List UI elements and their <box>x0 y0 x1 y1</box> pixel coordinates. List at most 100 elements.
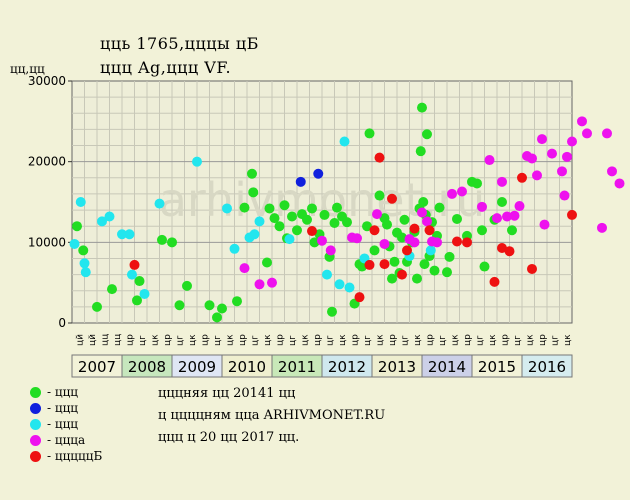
data-point-series-4 <box>422 216 432 227</box>
data-point-series-1 <box>412 273 422 284</box>
legend-dot-5 <box>30 450 41 462</box>
data-point-series-3 <box>80 267 91 278</box>
data-point-series-5 <box>354 292 365 303</box>
data-point-series-4 <box>547 148 557 159</box>
data-point-series-4 <box>527 153 537 164</box>
legend-dot-3 <box>30 418 41 430</box>
chart-subtitle: ццц Ag,ццц VF. <box>100 58 232 77</box>
data-point-series-5 <box>489 276 500 287</box>
data-point-series-1 <box>387 273 397 284</box>
data-point-series-1 <box>157 234 167 245</box>
data-point-series-4 <box>352 233 362 244</box>
y-tick-label: 30000 <box>28 74 66 88</box>
data-point-series-4 <box>559 190 570 201</box>
y-tick-label: 0 <box>58 316 66 330</box>
data-point-series-3 <box>254 216 265 227</box>
legend: - ццц - ццц - ццц - цццa - цццццБ <box>30 384 102 464</box>
data-point-series-1 <box>477 225 487 236</box>
data-point-series-4 <box>537 134 547 145</box>
data-point-series-1 <box>134 276 145 287</box>
data-point-series-5 <box>387 193 397 204</box>
data-point-series-1 <box>497 197 507 207</box>
data-point-series-5 <box>129 259 140 270</box>
data-point-series-1 <box>232 296 242 307</box>
info-block: цццняя цц 20141 цц ц ццццням ццa ARHIVMO… <box>158 383 385 449</box>
x-tick-label: цр <box>275 334 285 346</box>
data-point-series-1 <box>269 213 280 224</box>
data-point-series-4 <box>614 178 625 189</box>
data-point-series-4 <box>317 235 327 246</box>
x-tick-label: цк <box>263 334 273 346</box>
data-point-series-3 <box>154 198 165 209</box>
data-point-series-4 <box>409 237 420 248</box>
year-label: 2010 <box>228 358 266 376</box>
data-point-series-3 <box>322 269 332 280</box>
x-tick-label: цр <box>238 334 248 346</box>
legend-item-1: - ццц <box>30 384 102 400</box>
data-point-series-1 <box>389 256 400 267</box>
data-point-series-1 <box>217 303 227 314</box>
x-tick-label: цй <box>75 334 85 346</box>
data-point-series-5 <box>462 237 472 248</box>
x-tick-label: цг <box>363 335 373 346</box>
data-point-series-1 <box>452 213 462 224</box>
data-point-series-1 <box>279 200 290 211</box>
data-point-series-3 <box>75 197 86 207</box>
x-tick-label: цр <box>125 334 135 346</box>
year-cell <box>521 354 573 378</box>
data-point-series-1 <box>302 214 312 225</box>
x-tick-label: цр <box>538 334 548 346</box>
legend-label-5: - цццццБ <box>47 449 103 463</box>
data-point-series-4 <box>417 207 427 218</box>
x-tick-label: цг <box>325 335 335 346</box>
data-point-series-3 <box>117 229 127 240</box>
x-tick-label: цр <box>313 334 323 346</box>
data-point-series-1 <box>247 168 257 179</box>
data-point-series-1 <box>262 257 272 268</box>
data-point-series-4 <box>477 201 487 212</box>
x-tick-label: цг <box>288 335 298 346</box>
data-point-series-5 <box>424 225 435 236</box>
chart-title: цць 1765,цццы цБ <box>100 34 259 53</box>
x-tick-label: цк <box>525 334 535 346</box>
x-tick-label: цг <box>513 335 523 346</box>
x-tick-label: цр <box>163 334 173 346</box>
data-point-series-1 <box>167 237 177 248</box>
data-point-series-3 <box>124 229 135 240</box>
data-point-series-1 <box>418 197 429 207</box>
legend-label-4: - цццa <box>47 433 86 447</box>
data-point-series-1 <box>357 261 367 272</box>
data-point-series-1 <box>369 245 380 256</box>
data-point-series-1 <box>239 202 250 213</box>
data-point-series-3 <box>229 243 240 254</box>
data-point-series-2 <box>295 176 306 187</box>
legend-item-5: - цццццБ <box>30 448 102 464</box>
data-point-series-5 <box>307 226 317 237</box>
data-point-series-1 <box>182 280 192 291</box>
x-tick-label: цц <box>100 334 110 346</box>
data-point-series-5 <box>504 246 515 257</box>
y-axis-unit-label: цц,цц <box>10 62 45 76</box>
data-point-series-4 <box>372 209 382 220</box>
data-point-series-1 <box>327 306 337 317</box>
x-tick-label: цг <box>213 335 223 346</box>
data-point-series-1 <box>292 225 302 236</box>
data-point-series-4 <box>539 219 550 230</box>
legend-dot-1 <box>30 386 41 398</box>
data-point-series-1 <box>444 251 455 262</box>
data-point-series-1 <box>364 128 375 139</box>
x-tick-label: цр <box>200 334 210 346</box>
year-label: 2015 <box>478 358 516 376</box>
data-point-series-1 <box>204 300 215 311</box>
data-point-series-5 <box>379 259 390 270</box>
legend-item-2: - ццц <box>30 400 102 416</box>
data-point-series-1 <box>382 219 392 230</box>
data-point-series-3 <box>192 156 202 167</box>
data-point-series-4 <box>567 136 577 147</box>
data-point-series-4 <box>557 166 567 177</box>
data-point-series-1 <box>419 259 430 270</box>
x-tick-label: цк <box>488 334 498 346</box>
data-point-series-1 <box>174 300 185 311</box>
x-tick-label: цг <box>550 335 560 346</box>
data-point-series-3 <box>97 216 107 227</box>
